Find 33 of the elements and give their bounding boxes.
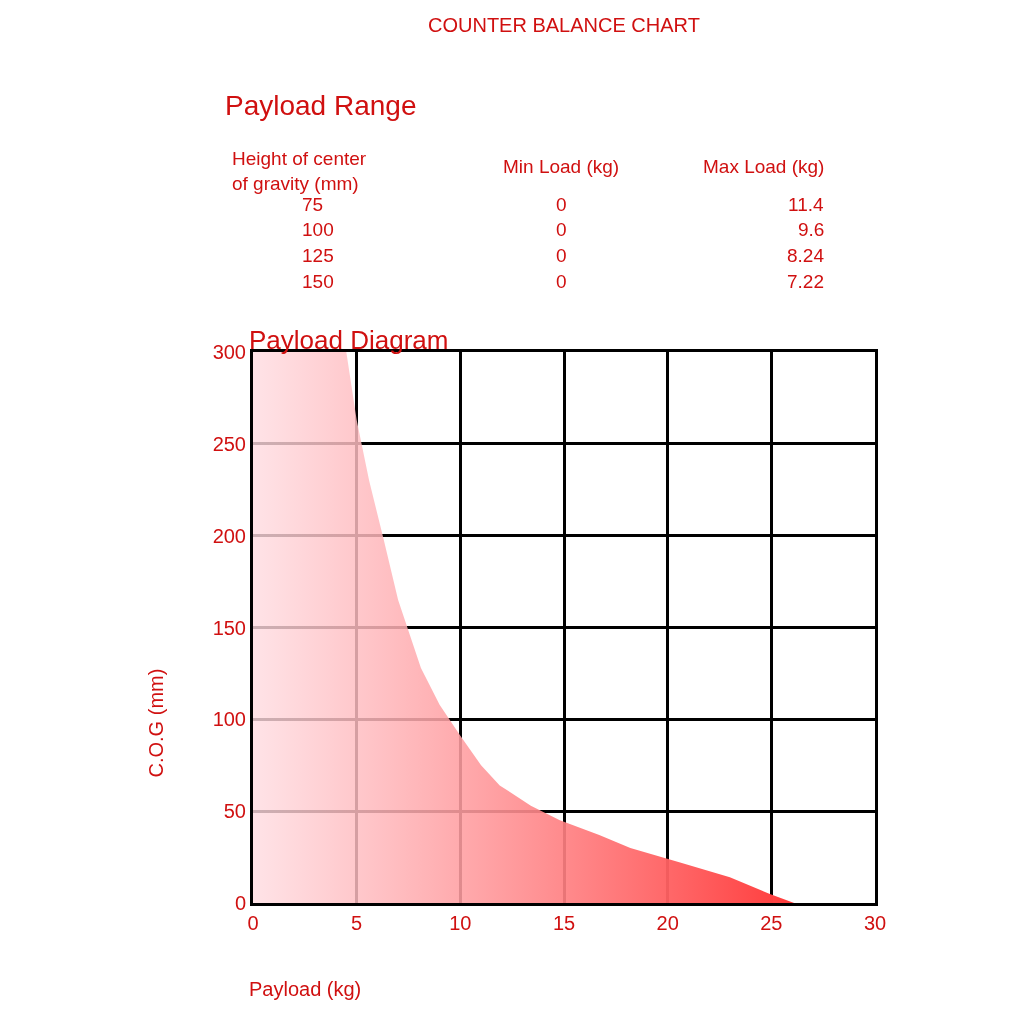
text: Payload Range	[225, 90, 417, 121]
y-tick-label: 300	[212, 341, 246, 363]
text: 0	[556, 245, 567, 266]
y-tick-label: 250	[212, 432, 246, 455]
text: 7.22	[787, 271, 824, 292]
x-tick-label: 30	[863, 912, 887, 934]
text: 0	[556, 271, 567, 292]
text: 0	[556, 219, 567, 240]
y-tick-label: 200	[212, 524, 246, 547]
y-tick-label: 150	[212, 616, 246, 639]
y-tick-label: 50	[223, 800, 246, 823]
text: 100	[302, 219, 334, 240]
x-axis-title: Payload (kg)	[249, 978, 362, 1000]
x-tick-label: 25	[760, 912, 783, 934]
text: 150	[302, 271, 334, 292]
text: 11.4	[788, 194, 824, 215]
y-axis-title: C.O.G (mm)	[144, 668, 167, 778]
y-tick-label: 0	[234, 892, 246, 914]
chart-subtitle: Payload Diagram	[249, 325, 449, 355]
x-tick-label: 15	[552, 912, 576, 934]
text: Min Load (kg)	[503, 156, 620, 177]
x-tick-label: 5	[351, 912, 363, 934]
text: 75	[302, 194, 324, 215]
text: 0	[556, 194, 567, 215]
text: 125	[302, 245, 334, 266]
chart-title: COUNTER BALANCE CHART	[428, 14, 700, 36]
text: Height of center of gravity (mm)	[232, 148, 367, 194]
x-tick-label: 20	[656, 912, 679, 934]
x-tick-label: 10	[449, 912, 472, 934]
text: 8.24	[787, 245, 825, 266]
text: 9.6	[798, 219, 825, 240]
y-tick-label: 100	[212, 708, 246, 731]
text: Max Load (kg)	[703, 156, 825, 177]
